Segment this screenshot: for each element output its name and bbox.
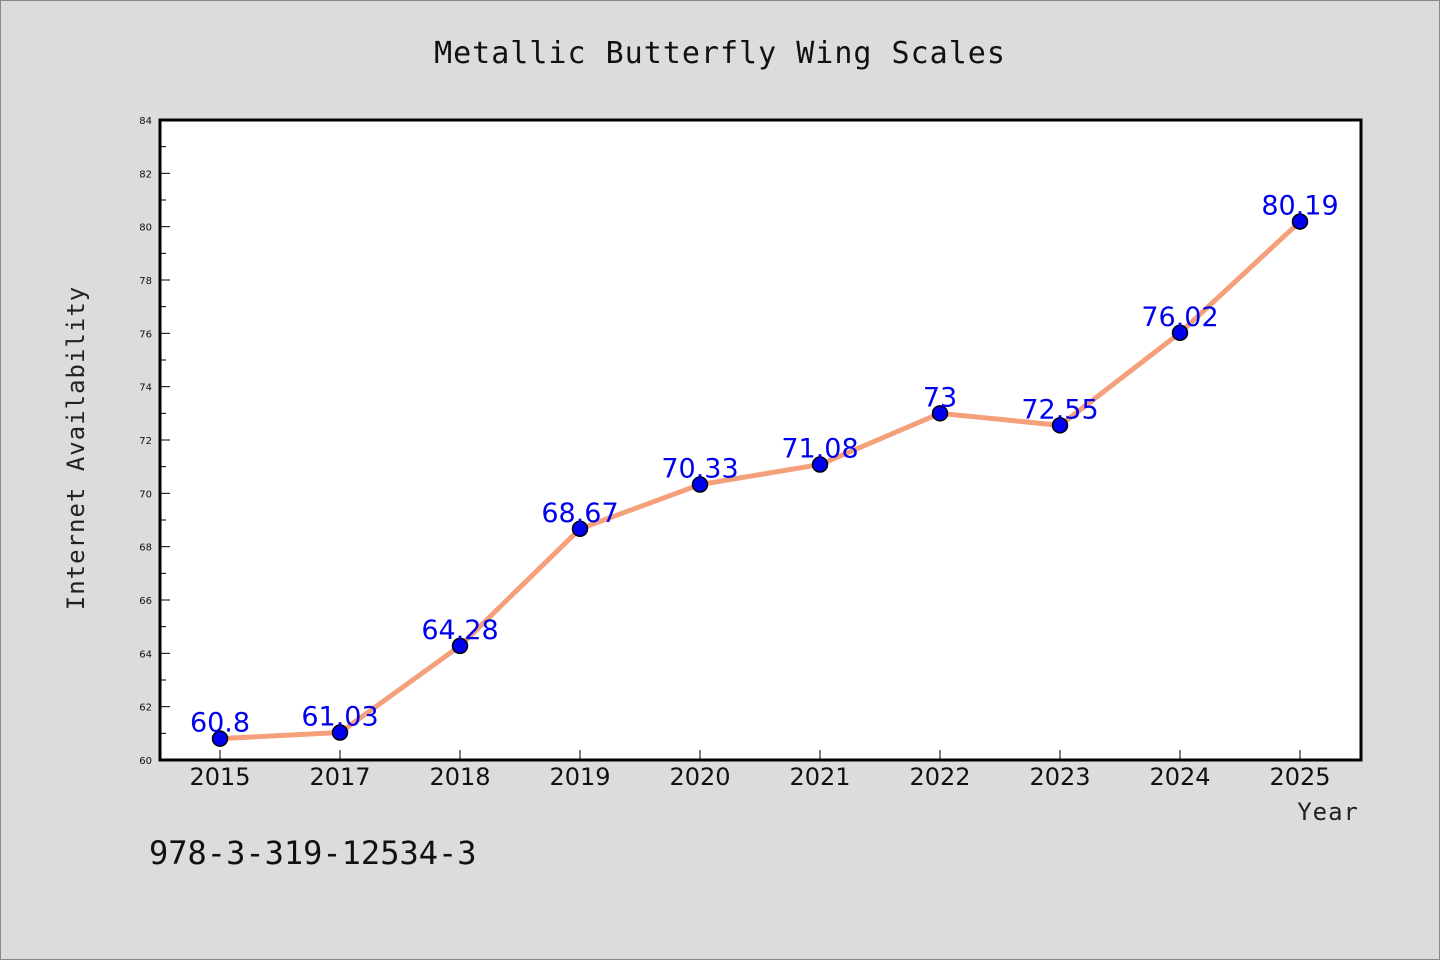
x-tick-label: 2017 [309,763,370,791]
y-tick-label: 64 [139,649,152,660]
y-tick-label: 68 [139,543,152,554]
data-point [211,730,229,747]
data-point [1291,213,1309,230]
data-label: 80.19 [1261,191,1338,222]
y-tick-label: 80 [139,223,152,234]
x-axis-ticks: 2015 2017 2018 2019 2020 2021 2022 2023 2024 2025 [189,750,1331,791]
data-point [1051,417,1069,434]
x-axis-label: Year [1297,798,1359,826]
footnote-isbn: 978-3-319-12534-3 [149,834,477,872]
x-tick-label: 2023 [1029,763,1090,791]
data-label: 70.33 [661,454,738,485]
y-tick-label: 72 [139,436,152,447]
data-point [931,405,949,422]
y-tick-label: 82 [139,169,152,180]
data-label: 61.03 [301,702,378,733]
x-tick-label: 2025 [1269,763,1330,791]
x-tick-label: 2018 [429,763,490,791]
y-axis-label: Internet Availability [62,286,90,610]
y-tick-label: 74 [139,383,152,394]
x-tick-label: 2022 [909,763,970,791]
y-tick-label: 70 [139,489,152,500]
data-point [451,637,469,655]
data-label: 71.08 [781,434,858,465]
data-label: 73 [923,382,957,413]
data-label: 64.28 [421,615,498,646]
data-label: 76.02 [1141,302,1218,333]
y-tick-label: 84 [139,116,152,127]
x-tick-label: 2021 [789,763,850,791]
chart-title: Metallic Butterfly Wing Scales [434,36,1006,71]
data-label: 60.8 [190,708,250,739]
data-labels: 60.8 61.03 64.28 68.67 70.33 71.08 73 72.55 76.0… [190,191,1339,739]
x-tick-label: 2015 [189,763,250,791]
x-tick-label: 2024 [1149,763,1210,791]
data-label: 72.55 [1021,394,1098,425]
series-layer [211,213,1309,747]
x-tick-label: 2019 [549,763,610,791]
y-tick-label: 78 [139,276,152,287]
data-point [571,520,589,538]
data-point [811,456,829,473]
x-tick-label: 2020 [669,763,730,791]
y-tick-label: 66 [139,596,152,607]
data-label: 68.67 [541,498,618,529]
plot-area [158,118,1363,762]
y-tick-label: 62 [139,703,152,714]
data-point [691,476,709,493]
y-tick-label: 60 [139,756,152,767]
series-line [217,219,1303,742]
y-axis-ticks: 60 62 64 66 68 70 72 74 76 78 80 82 84 [139,116,170,767]
data-point [1171,324,1189,342]
data-point [331,724,349,741]
y-tick-label: 76 [139,329,152,340]
